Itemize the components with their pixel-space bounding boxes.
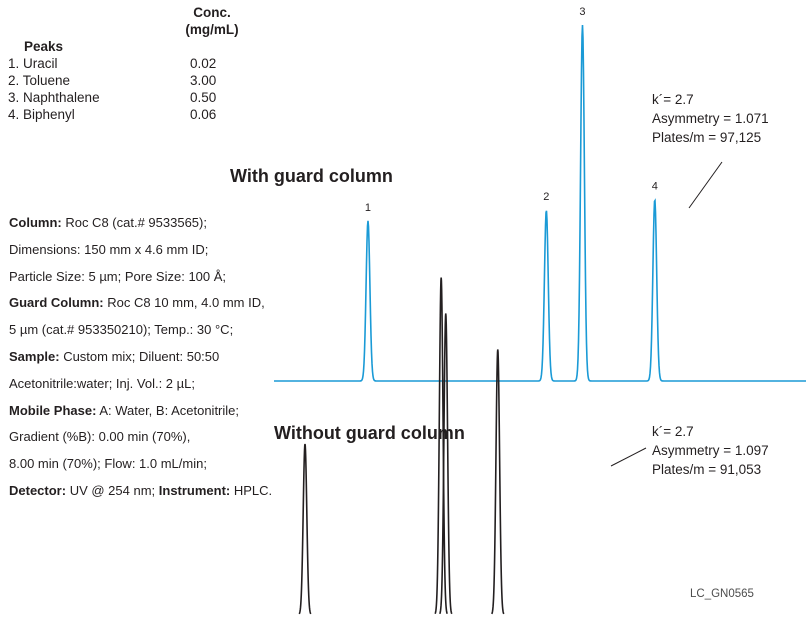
peak-stat: Asymmetry = 1.071 bbox=[652, 111, 769, 126]
series-with-guard: 1 2 3 4 bbox=[274, 6, 806, 381]
peak-label: 3 bbox=[579, 6, 585, 18]
peak-annotations: k´= 2.7 Asymmetry = 1.071 Plates/m = 97,12… bbox=[611, 92, 769, 477]
with-guard-trace bbox=[274, 25, 806, 381]
annotation-leader bbox=[689, 162, 722, 208]
peak-stat: k´= 2.7 bbox=[652, 424, 694, 439]
image-code: LC_GN0565 bbox=[690, 588, 754, 600]
without-guard-peak bbox=[299, 444, 311, 614]
peak-label: 2 bbox=[543, 191, 549, 203]
peak-stat: Asymmetry = 1.097 bbox=[652, 443, 769, 458]
with-guard-title: With guard column bbox=[230, 166, 393, 186]
series-without-guard bbox=[299, 278, 504, 614]
chromatogram-traces: 1 2 3 4 bbox=[274, 6, 806, 614]
without-guard-title: Without guard column bbox=[274, 423, 465, 443]
annotation-leader bbox=[611, 448, 646, 466]
peak-label: 1 bbox=[365, 202, 371, 214]
peak-stat: Plates/m = 91,053 bbox=[652, 462, 761, 477]
without-guard-peak bbox=[492, 350, 504, 614]
peak-stat: k´= 2.7 bbox=[652, 92, 694, 107]
without-guard-peak bbox=[440, 314, 452, 614]
peak-label: 4 bbox=[652, 180, 658, 192]
peak-stat: Plates/m = 97,125 bbox=[652, 130, 761, 145]
